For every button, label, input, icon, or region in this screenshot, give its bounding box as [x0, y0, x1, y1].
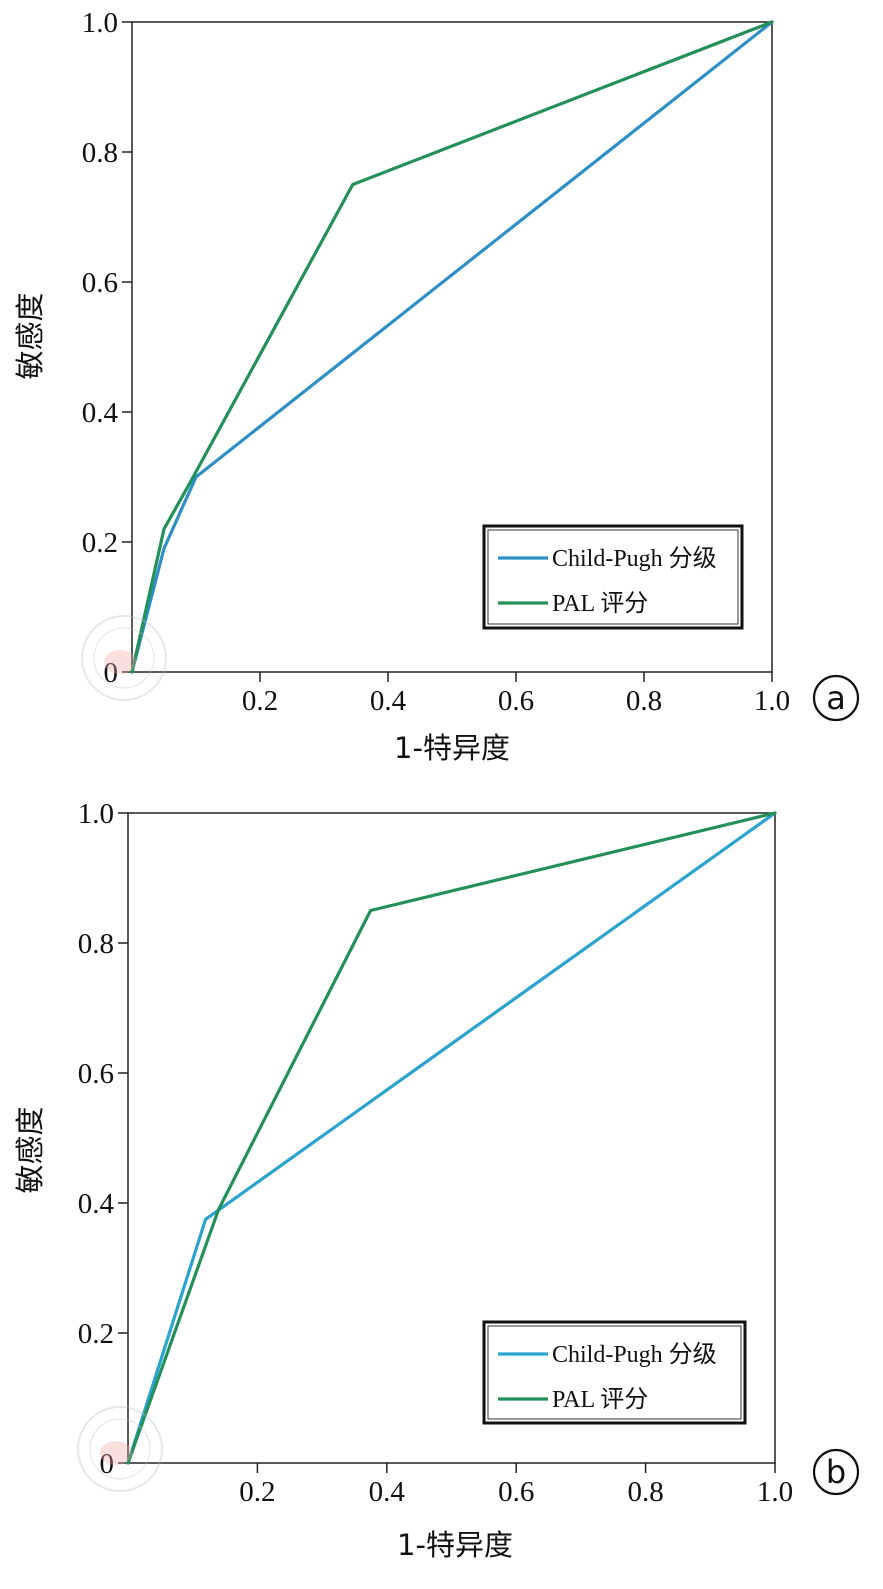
- y-tick-label: 0.8: [82, 137, 118, 169]
- legend-inner-border: [487, 529, 739, 625]
- x-tick-label: 1.0: [757, 1476, 793, 1508]
- watermark-inner-ring: [93, 627, 155, 689]
- chart-panel-b: 0 0.2 0.4 0.6 0.8 1.0 0.2 0.4 0.6 0.8 1.0 1-特异度 敏感度 C…: [13, 798, 860, 1562]
- y-tick-label: 0.6: [78, 1058, 114, 1090]
- legend-box: [482, 524, 744, 630]
- x-tick-label: 0.2: [242, 685, 278, 717]
- legend-label: PAL 评分: [552, 590, 648, 617]
- watermark-seal: [77, 1406, 163, 1492]
- watermark-ring: [81, 615, 167, 701]
- series-line-pal: [126, 811, 777, 1465]
- y-tick-label: 0: [100, 1448, 115, 1480]
- legend-label: PAL 评分: [552, 1386, 648, 1413]
- y-tick-label: 1.0: [82, 7, 118, 39]
- x-tick-label: 0.2: [239, 1476, 275, 1508]
- panel-letter: b: [826, 1453, 846, 1491]
- legend-label: Child-Pugh 分级: [552, 1341, 717, 1368]
- x-axis-label: 1-特异度: [397, 1528, 513, 1562]
- chart-panel-a: 0 0.2 0.4 0.6 0.8 1.0 0.2 0.4 0.6 0.8 1.0 1-特异度 敏感度 C…: [13, 7, 860, 765]
- x-tick-label: 0.6: [498, 685, 534, 717]
- plot-frame: [131, 21, 773, 673]
- y-tick-label: 0.2: [78, 1318, 114, 1350]
- series-line-child-pugh: [126, 811, 777, 1465]
- x-tick-label: 0.4: [370, 685, 407, 717]
- series-line-child-pugh: [130, 20, 774, 674]
- panel-letter-circle: [812, 1448, 860, 1496]
- panel-letter-circle: [812, 674, 860, 722]
- watermark-emblem: [104, 650, 136, 674]
- watermark-inner-ring: [89, 1418, 151, 1480]
- watermark-seal: [81, 615, 167, 701]
- series-line-pal: [130, 20, 774, 674]
- y-axis-label: 敏感度: [13, 1106, 47, 1193]
- x-tick-label: 0.4: [369, 1476, 406, 1508]
- plot-frame: [127, 812, 776, 1464]
- panel-letter: a: [826, 679, 846, 717]
- watermark-emblem: [100, 1441, 132, 1465]
- y-tick-label: 1.0: [78, 798, 114, 830]
- x-axis-label: 1-特异度: [394, 731, 510, 765]
- y-tick-label: 0.2: [82, 527, 118, 559]
- y-tick-label: 0: [104, 657, 119, 689]
- x-tick-label: 0.8: [627, 1476, 663, 1508]
- legend-inner-border: [487, 1325, 742, 1420]
- y-tick-label: 0.8: [78, 928, 114, 960]
- legend: Child-Pugh 分级 PAL 评分: [482, 1320, 747, 1425]
- watermark-ring: [77, 1406, 163, 1492]
- y-tick-label: 0.6: [82, 267, 118, 299]
- legend: Child-Pugh 分级 PAL 评分: [482, 524, 744, 630]
- x-tick-label: 0.8: [626, 685, 662, 717]
- y-tick-label: 0.4: [78, 1188, 115, 1220]
- y-axis-label: 敏感度: [13, 292, 47, 379]
- y-tick-label: 0.4: [82, 397, 119, 429]
- legend-label: Child-Pugh 分级: [552, 545, 717, 572]
- x-tick-label: 1.0: [754, 685, 790, 717]
- legend-box: [482, 1320, 747, 1425]
- x-tick-label: 0.6: [498, 1476, 534, 1508]
